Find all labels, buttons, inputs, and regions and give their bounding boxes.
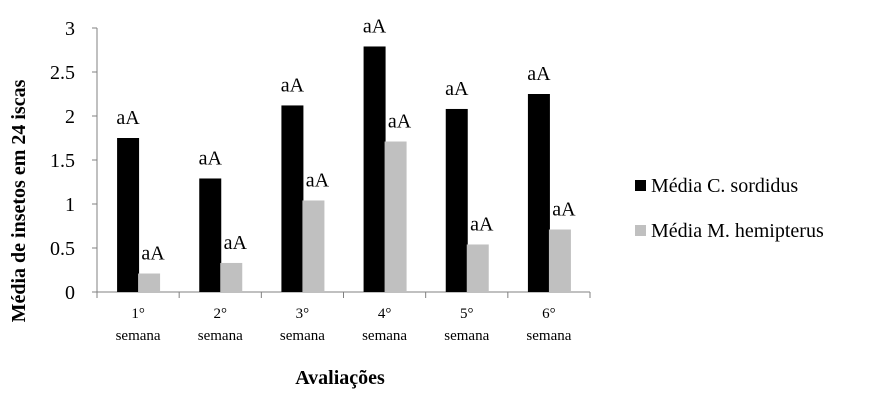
- bar-m-hemipterus: [302, 200, 325, 292]
- data-labels: aA aA aA aA aA aA aA aA aA aA aA aA: [116, 15, 576, 264]
- x-tick-label: semana: [116, 328, 161, 344]
- x-tick-label: semana: [198, 328, 243, 344]
- data-label: aA: [363, 15, 387, 37]
- data-label: aA: [116, 107, 140, 129]
- data-label: aA: [224, 232, 248, 254]
- x-axis-title: Avaliações: [295, 367, 385, 389]
- data-label: aA: [527, 63, 551, 85]
- legend-label: Média C. sordidus: [651, 175, 798, 197]
- bar-m-hemipterus: [220, 262, 243, 292]
- data-label: aA: [445, 78, 469, 100]
- bar-c-sordidus: [527, 94, 550, 292]
- y-tick-label: 0: [65, 282, 75, 304]
- bar-c-sordidus: [363, 46, 386, 293]
- bar-c-sordidus: [117, 138, 140, 292]
- data-label: aA: [470, 213, 494, 235]
- bar-m-hemipterus: [466, 244, 489, 292]
- data-label: aA: [281, 74, 305, 96]
- bar-c-sordidus: [445, 108, 468, 293]
- y-tick-label: 2: [65, 106, 75, 128]
- y-tick-label: 1.5: [50, 150, 75, 172]
- legend-swatch: [635, 225, 646, 236]
- y-tick-label: 1: [65, 194, 75, 216]
- data-label: aA: [199, 147, 223, 169]
- x-axis-ticks: 1° semana 2° semana 3° semana 4° semana 5° semana…: [96, 292, 591, 344]
- bar-c-sordidus: [281, 105, 304, 292]
- data-label: aA: [388, 111, 412, 133]
- x-tick-label: 1°: [131, 306, 145, 322]
- x-tick-label: 6°: [542, 306, 556, 322]
- bar-c-sordidus: [199, 178, 222, 292]
- y-tick-label: 3: [65, 18, 75, 40]
- bar-m-hemipterus: [548, 229, 571, 292]
- data-label: aA: [306, 169, 330, 191]
- x-tick-label: semana: [362, 328, 407, 344]
- x-tick-label: semana: [280, 328, 325, 344]
- bars: [117, 46, 571, 293]
- x-tick-label: 2°: [214, 306, 228, 322]
- legend-swatch: [635, 180, 646, 191]
- x-tick-label: 3°: [296, 306, 310, 322]
- x-tick-label: semana: [444, 328, 489, 344]
- x-tick-label: 4°: [378, 306, 392, 322]
- legend-label: Média M. hemipterus: [651, 220, 824, 242]
- axes: [96, 28, 590, 293]
- legend: Média C. sordidus Média M. hemipterus: [635, 175, 824, 242]
- y-tick-label: 2.5: [50, 62, 75, 84]
- x-tick-label: semana: [526, 328, 571, 344]
- data-label: aA: [141, 243, 165, 265]
- y-axis-title: Média de insetos em 24 iscas: [8, 79, 30, 322]
- bar-m-hemipterus: [138, 273, 161, 292]
- bar-m-hemipterus: [384, 141, 407, 292]
- data-label: aA: [552, 199, 576, 221]
- x-tick-label: 5°: [460, 306, 474, 322]
- y-axis-ticks: 0 0.5 1 1.5 2 2.5 3: [50, 18, 97, 304]
- y-tick-label: 0.5: [50, 238, 75, 260]
